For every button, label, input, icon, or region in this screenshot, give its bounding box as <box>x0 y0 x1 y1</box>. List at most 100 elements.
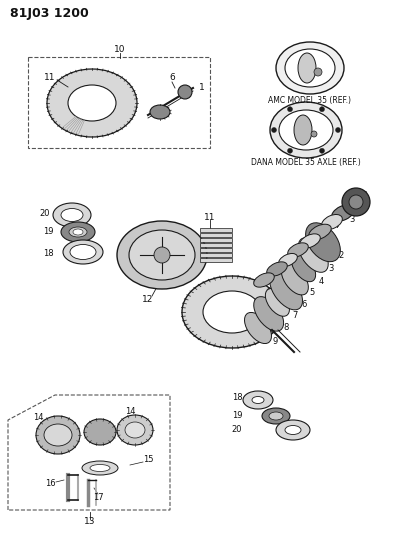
Text: 6: 6 <box>169 74 175 83</box>
Ellipse shape <box>245 312 271 344</box>
Text: 12: 12 <box>142 295 154 304</box>
Text: 7: 7 <box>292 311 297 320</box>
Text: 2: 2 <box>338 251 343 260</box>
Text: 11: 11 <box>204 213 216 222</box>
Ellipse shape <box>269 412 283 420</box>
Ellipse shape <box>70 245 96 260</box>
Circle shape <box>178 85 192 99</box>
Bar <box>200 238 232 242</box>
Text: 6: 6 <box>312 239 318 248</box>
Ellipse shape <box>332 205 354 221</box>
Circle shape <box>311 131 317 137</box>
Ellipse shape <box>322 214 342 230</box>
Circle shape <box>336 127 340 133</box>
Ellipse shape <box>203 291 261 333</box>
Bar <box>200 248 232 252</box>
Text: 17: 17 <box>93 492 103 502</box>
Circle shape <box>320 148 325 154</box>
Text: 10: 10 <box>114 45 126 54</box>
Text: 3: 3 <box>328 264 333 273</box>
Ellipse shape <box>270 102 342 158</box>
Text: DANA MODEL 35 AXLE (REF.): DANA MODEL 35 AXLE (REF.) <box>251 158 361 167</box>
Ellipse shape <box>150 105 170 119</box>
Ellipse shape <box>279 254 297 266</box>
Ellipse shape <box>73 229 83 235</box>
Text: 14: 14 <box>125 408 135 416</box>
Circle shape <box>154 247 170 263</box>
Bar <box>28 57 210 148</box>
Ellipse shape <box>298 53 316 83</box>
Text: 7: 7 <box>301 248 307 257</box>
Ellipse shape <box>292 254 316 282</box>
Ellipse shape <box>267 262 287 276</box>
Ellipse shape <box>288 243 308 257</box>
Text: 4: 4 <box>318 277 324 286</box>
Ellipse shape <box>309 224 331 240</box>
Circle shape <box>288 107 292 112</box>
Ellipse shape <box>285 49 335 87</box>
Ellipse shape <box>254 273 274 287</box>
Text: 14: 14 <box>33 414 43 423</box>
Text: 16: 16 <box>45 479 55 488</box>
Ellipse shape <box>82 461 118 475</box>
Text: 8: 8 <box>290 257 296 266</box>
Ellipse shape <box>262 408 290 424</box>
Text: 11: 11 <box>44 74 56 83</box>
Ellipse shape <box>182 276 282 348</box>
Text: 20: 20 <box>232 425 242 434</box>
Text: 1: 1 <box>363 190 369 199</box>
Ellipse shape <box>129 230 195 280</box>
Text: 15: 15 <box>143 456 153 464</box>
Ellipse shape <box>298 238 328 272</box>
Ellipse shape <box>69 227 87 237</box>
Text: 2: 2 <box>355 206 361 214</box>
Ellipse shape <box>47 69 137 137</box>
Bar <box>200 228 232 232</box>
Ellipse shape <box>84 419 116 445</box>
Ellipse shape <box>279 110 333 150</box>
Text: 5: 5 <box>323 230 329 238</box>
Bar <box>200 243 232 247</box>
Ellipse shape <box>117 415 153 445</box>
Text: 4: 4 <box>333 222 338 230</box>
Ellipse shape <box>281 264 309 295</box>
Circle shape <box>288 148 292 154</box>
Text: 18: 18 <box>232 392 242 401</box>
Text: 8: 8 <box>284 322 289 332</box>
Circle shape <box>320 107 325 112</box>
Ellipse shape <box>117 221 207 289</box>
Text: 1: 1 <box>199 84 205 93</box>
Text: 13: 13 <box>84 518 96 527</box>
Ellipse shape <box>294 115 312 145</box>
Ellipse shape <box>254 297 284 331</box>
Circle shape <box>271 127 277 133</box>
Text: 6: 6 <box>301 300 307 309</box>
Ellipse shape <box>300 234 320 248</box>
Ellipse shape <box>243 391 273 409</box>
Ellipse shape <box>266 288 290 316</box>
Ellipse shape <box>90 464 110 472</box>
Ellipse shape <box>53 203 91 227</box>
Bar <box>200 258 232 262</box>
Bar <box>200 233 232 237</box>
Circle shape <box>342 188 370 216</box>
Ellipse shape <box>276 42 344 94</box>
Text: 9: 9 <box>277 269 282 278</box>
Ellipse shape <box>61 208 83 222</box>
Text: 81J03 1200: 81J03 1200 <box>10 6 89 20</box>
Ellipse shape <box>63 240 103 264</box>
Bar <box>200 253 232 257</box>
Ellipse shape <box>68 85 116 121</box>
Ellipse shape <box>36 416 80 454</box>
Text: AMC MODEL 35 (REF.): AMC MODEL 35 (REF.) <box>268 95 351 104</box>
Text: 9: 9 <box>273 337 278 346</box>
Ellipse shape <box>61 222 95 242</box>
Text: 5: 5 <box>310 288 315 297</box>
Ellipse shape <box>306 223 340 262</box>
Text: 3: 3 <box>349 215 355 224</box>
Ellipse shape <box>270 272 303 310</box>
Ellipse shape <box>276 420 310 440</box>
Ellipse shape <box>252 397 264 403</box>
Ellipse shape <box>285 425 301 434</box>
Text: 18: 18 <box>43 248 53 257</box>
